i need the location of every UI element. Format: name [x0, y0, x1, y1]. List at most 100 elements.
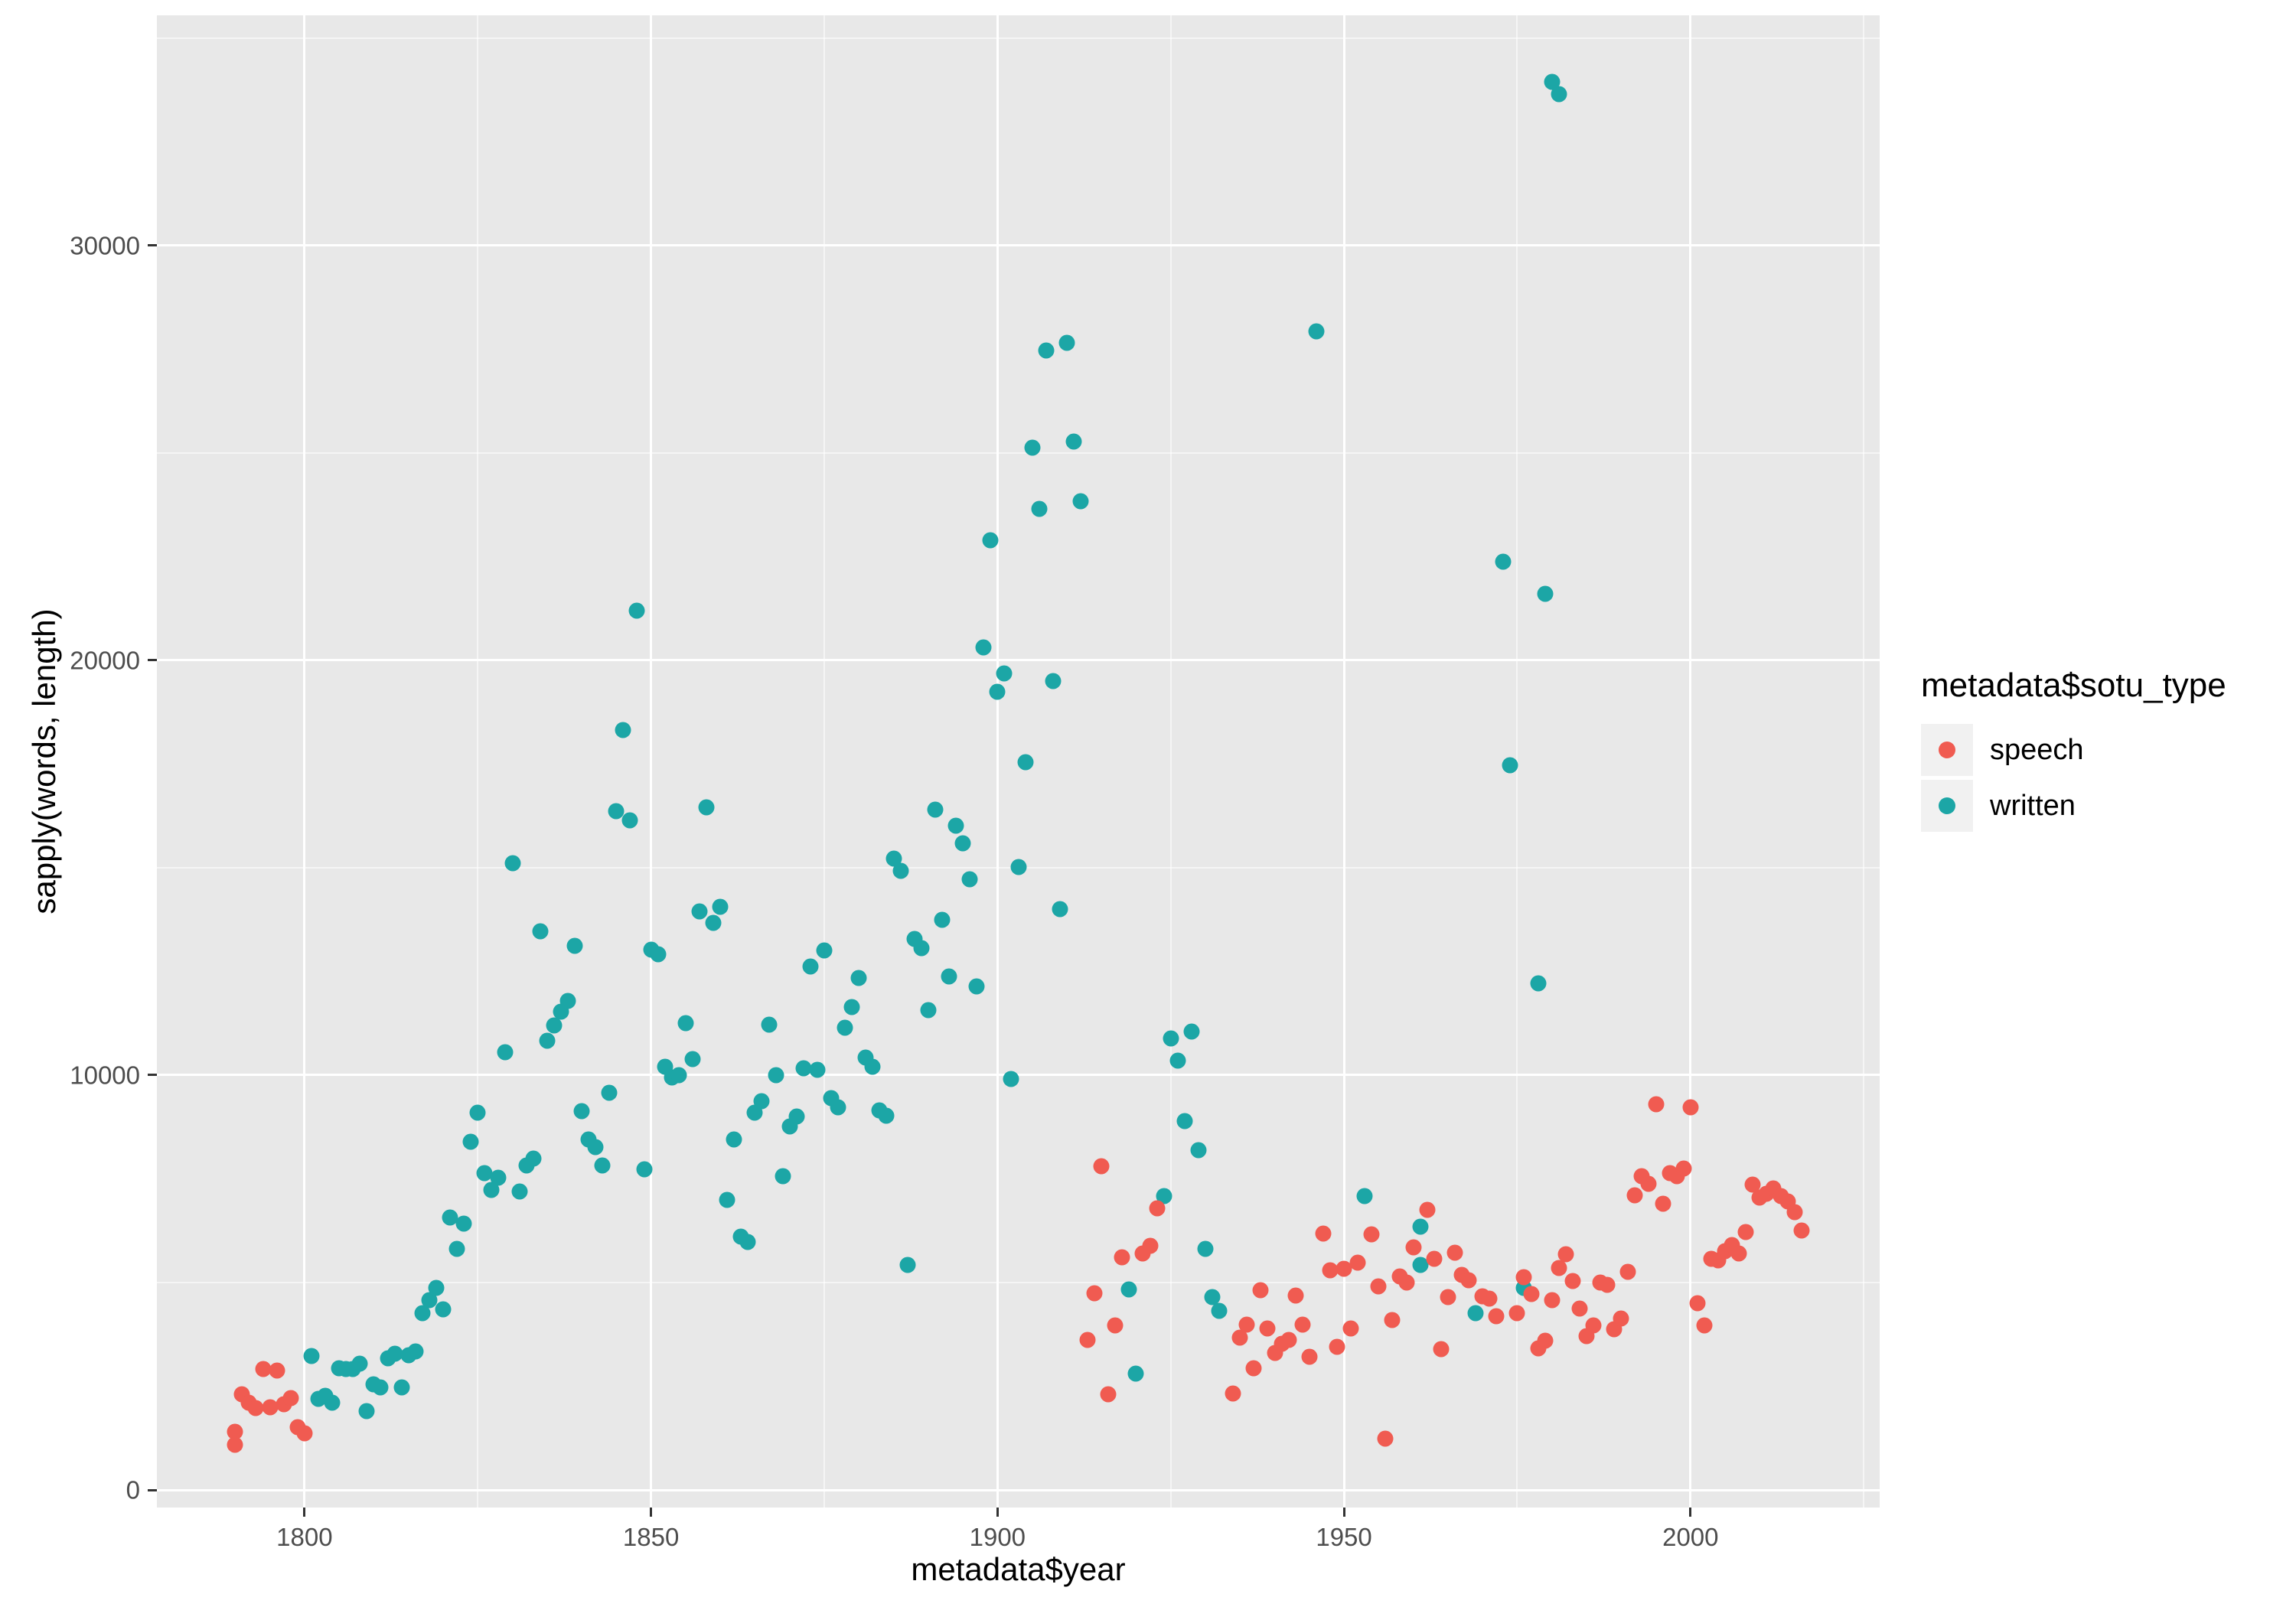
data-point-speech: [1619, 1263, 1636, 1280]
data-point-written: [1017, 754, 1034, 771]
data-point-written: [372, 1379, 389, 1396]
written-dot-icon: [1939, 797, 1955, 814]
data-point-speech: [1426, 1250, 1443, 1267]
data-point-speech: [1515, 1269, 1532, 1286]
data-point-written: [1163, 1030, 1179, 1047]
y-tick-mark: [148, 244, 157, 247]
data-point-speech: [1460, 1272, 1477, 1289]
minor-gridline: [157, 1281, 1880, 1283]
data-point-speech: [1613, 1310, 1629, 1327]
data-point-written: [1058, 334, 1075, 351]
data-point-speech: [1315, 1225, 1332, 1242]
data-point-written: [802, 958, 819, 975]
data-point-written: [913, 940, 930, 957]
y-tick-mark: [148, 1488, 157, 1491]
data-point-written: [1204, 1289, 1221, 1305]
y-tick-label: 10000: [70, 1061, 140, 1090]
y-tick-mark: [148, 659, 157, 662]
data-point-written: [1551, 86, 1567, 103]
speech-dot-icon: [1939, 742, 1955, 758]
data-point-written: [1120, 1281, 1137, 1298]
data-point-written: [448, 1240, 465, 1257]
data-point-speech: [1626, 1187, 1643, 1204]
data-point-written: [830, 1099, 846, 1116]
major-gridline: [650, 15, 653, 1508]
data-point-written: [566, 937, 583, 954]
data-point-speech: [1114, 1249, 1130, 1266]
y-tick-label: 0: [126, 1475, 140, 1504]
data-point-written: [1197, 1240, 1214, 1257]
data-point-written: [628, 602, 645, 619]
data-point-speech: [1737, 1224, 1754, 1240]
data-point-speech: [1349, 1254, 1366, 1271]
legend-key-written: [1921, 780, 1973, 832]
data-point-written: [594, 1157, 611, 1174]
data-point-written: [601, 1084, 618, 1101]
data-point-written: [532, 923, 549, 940]
major-gridline: [157, 244, 1880, 247]
data-point-speech: [1079, 1332, 1096, 1348]
data-point-speech: [1287, 1287, 1304, 1304]
data-point-written: [892, 862, 909, 879]
y-tick-label: 20000: [70, 646, 140, 675]
data-point-speech: [1107, 1317, 1124, 1334]
x-tick-label: 1800: [276, 1523, 333, 1551]
data-point-written: [386, 1345, 403, 1362]
data-point-written: [739, 1234, 756, 1250]
major-gridline: [157, 1488, 1880, 1491]
data-point-written: [1412, 1218, 1429, 1235]
data-point-speech: [1294, 1316, 1311, 1333]
x-tick-label: 1850: [622, 1523, 680, 1551]
data-point-written: [1467, 1305, 1484, 1322]
data-point-speech: [1544, 1292, 1561, 1309]
x-tick-label: 1950: [1316, 1523, 1372, 1551]
data-point-written: [608, 803, 625, 820]
data-point-written: [698, 799, 715, 816]
data-point-speech: [1640, 1175, 1657, 1192]
data-point-written: [850, 970, 867, 986]
data-point-speech: [1730, 1245, 1747, 1262]
data-point-speech: [1508, 1305, 1525, 1322]
data-point-written: [442, 1209, 458, 1226]
data-point-written: [719, 1191, 735, 1208]
data-point-speech: [1696, 1317, 1713, 1334]
y-tick-mark: [148, 1074, 157, 1077]
data-point-written: [414, 1305, 431, 1322]
x-tick-mark: [1689, 1508, 1692, 1517]
data-point-written: [525, 1150, 542, 1167]
data-point-speech: [1342, 1320, 1359, 1337]
major-gridline: [303, 15, 306, 1508]
data-point-speech: [1557, 1246, 1574, 1263]
data-point-speech: [1252, 1282, 1269, 1299]
plot-panel: [157, 15, 1880, 1508]
data-point-speech: [1100, 1386, 1117, 1403]
data-point-written: [615, 722, 631, 738]
data-point-written: [483, 1182, 500, 1198]
data-point-written: [1495, 553, 1512, 570]
data-point-speech: [1322, 1262, 1339, 1279]
data-point-written: [968, 978, 985, 995]
data-point-speech: [227, 1436, 243, 1453]
legend-entry-speech: speech: [1921, 724, 2226, 776]
data-point-written: [920, 1002, 937, 1019]
data-point-written: [705, 914, 722, 931]
data-point-speech: [1142, 1237, 1159, 1254]
data-point-speech: [1336, 1260, 1352, 1277]
data-point-written: [775, 1168, 791, 1185]
data-point-speech: [296, 1425, 313, 1442]
data-point-written: [996, 665, 1013, 682]
data-point-written: [573, 1103, 590, 1119]
data-point-speech: [1093, 1158, 1110, 1175]
data-point-written: [691, 903, 708, 920]
data-point-speech: [1786, 1204, 1803, 1221]
data-point-written: [684, 1051, 701, 1068]
data-point-speech: [255, 1361, 272, 1377]
data-point-written: [587, 1139, 604, 1156]
data-point-speech: [1301, 1348, 1318, 1365]
data-point-written: [1072, 493, 1089, 510]
data-point-speech: [1238, 1316, 1255, 1333]
data-point-written: [885, 850, 902, 867]
data-point-speech: [1280, 1332, 1297, 1348]
data-point-written: [428, 1279, 445, 1296]
data-point-written: [795, 1060, 812, 1077]
